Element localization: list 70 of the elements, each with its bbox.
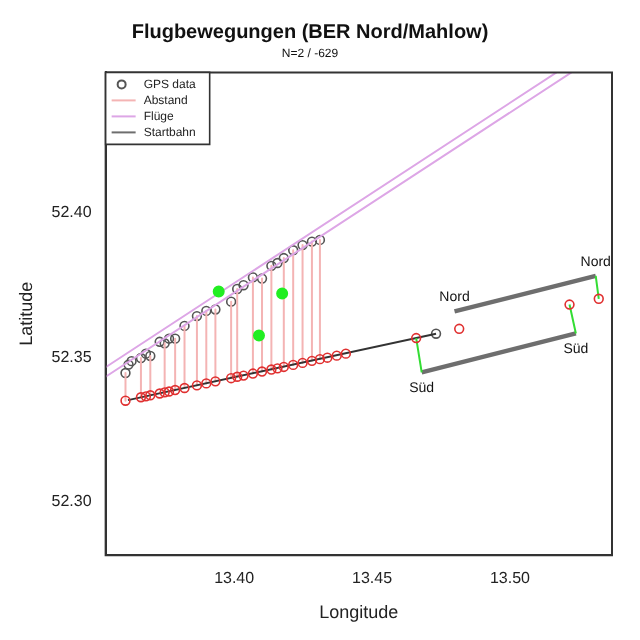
point: [278, 252, 289, 264]
point: [231, 371, 243, 382]
point: [430, 328, 442, 339]
point: [297, 239, 308, 251]
point: [163, 333, 175, 344]
chart-title: Flugbewegungen (BER Nord/Mahlow): [131, 21, 489, 44]
point: [201, 378, 212, 389]
point: [256, 273, 268, 284]
point: [266, 260, 277, 272]
point: [140, 348, 152, 359]
point: [145, 350, 156, 362]
y-tick-label: 52.30: [51, 492, 93, 511]
point: [169, 384, 181, 396]
point: [120, 367, 131, 379]
point: [191, 310, 203, 322]
point: [272, 363, 283, 374]
point: [564, 299, 575, 310]
point: [120, 395, 131, 406]
point: [179, 320, 190, 332]
point: [266, 364, 277, 375]
point: [322, 352, 333, 363]
point: [256, 366, 268, 377]
point: [314, 234, 326, 246]
point: [145, 390, 156, 401]
point: [252, 329, 265, 342]
point: [191, 380, 203, 391]
point: [306, 236, 318, 247]
x-tick-label: 13.50: [489, 569, 532, 588]
point: [247, 368, 259, 379]
point: [163, 386, 175, 397]
point: [154, 388, 165, 399]
point: [272, 257, 283, 269]
point: [212, 285, 225, 298]
point: [454, 323, 465, 335]
point: [135, 392, 147, 403]
point: [593, 293, 604, 304]
point: [123, 359, 134, 370]
point: [306, 355, 318, 367]
point: [135, 352, 147, 364]
point: [287, 245, 299, 256]
point: [210, 304, 221, 315]
x-tick-label: 13.40: [214, 569, 256, 588]
x-axis-title: Longitude: [319, 602, 399, 623]
point: [210, 376, 221, 387]
point: [314, 353, 326, 365]
point: [231, 283, 243, 295]
y-axis-title: Latitude: [15, 281, 36, 346]
point: [410, 332, 422, 344]
point: [238, 370, 249, 381]
point: [225, 296, 237, 307]
point: [238, 280, 249, 291]
point: [169, 333, 181, 344]
point: [159, 338, 170, 349]
point: [179, 382, 190, 394]
point: [225, 372, 237, 384]
point: [201, 305, 212, 317]
point: [126, 355, 137, 367]
point: [278, 361, 289, 373]
point: [154, 336, 165, 348]
point: [159, 387, 170, 398]
point: [340, 348, 352, 359]
x-tick-label: 13.45: [352, 569, 394, 588]
point: [287, 359, 299, 371]
point: [247, 272, 259, 283]
y-tick-label: 52.40: [51, 203, 93, 222]
point: [140, 391, 152, 402]
point: [276, 287, 289, 300]
y-tick-label: 52.35: [51, 347, 93, 366]
point: [331, 350, 342, 361]
point: [297, 357, 308, 369]
